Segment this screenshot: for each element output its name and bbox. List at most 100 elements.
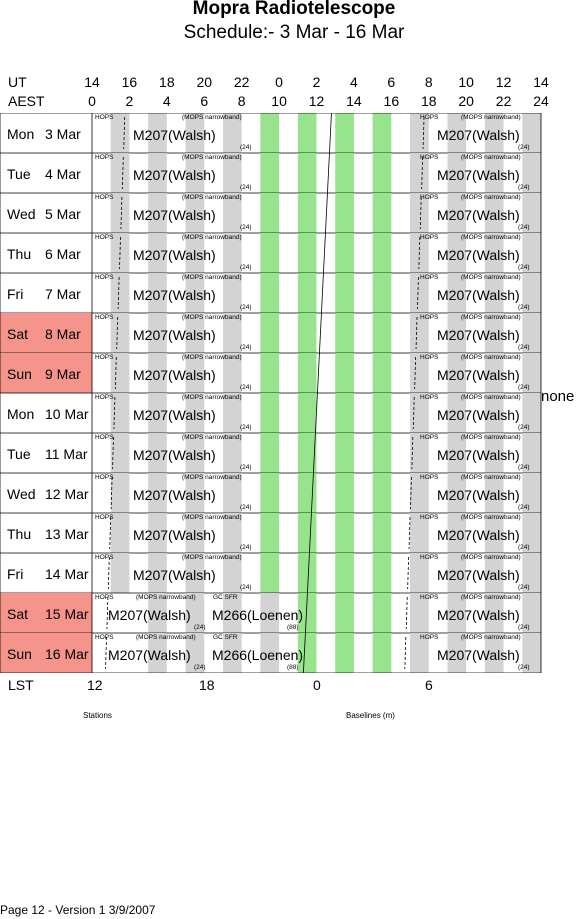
schedule-row: Sun 16 Mar HOPS (MOPS narrowband) M207(Walsh… <box>0 633 588 673</box>
dashed-marker <box>117 276 120 310</box>
green-stripe <box>372 513 392 553</box>
gray-stripe <box>410 393 429 433</box>
gray-stripe <box>410 513 429 553</box>
gray-stripe <box>185 393 205 433</box>
dashed-marker <box>113 396 116 430</box>
gray-stripe <box>522 633 541 673</box>
hops-label: HOPS <box>95 594 114 601</box>
green-stripe <box>260 513 280 553</box>
dashed-marker <box>410 476 412 510</box>
aest-label: AEST <box>8 93 45 109</box>
green-stripe <box>297 113 317 153</box>
page-title: Mopra Radiotelescope <box>192 0 396 19</box>
mops-label: (MOPS narrowband) <box>461 434 521 441</box>
gray-stripe <box>222 433 242 473</box>
gray-stripe <box>522 553 541 593</box>
gray-stripe <box>410 433 429 473</box>
gray-stripe <box>522 113 541 153</box>
gray-stripe <box>110 193 130 233</box>
gray-stripe <box>148 633 167 673</box>
green-stripe <box>372 353 392 393</box>
gray-stripe <box>484 353 504 393</box>
hops-label: HOPS <box>95 194 114 201</box>
dashed-marker <box>109 516 112 550</box>
observation-label: M207(Walsh) <box>108 647 191 663</box>
day-name: Wed <box>7 206 36 222</box>
ut-hour: 20 <box>196 74 213 90</box>
green-stripe <box>297 553 317 593</box>
gray-stripe <box>447 313 467 353</box>
green-stripe <box>372 593 392 633</box>
hops-label: HOPS <box>420 314 439 321</box>
observation-label: M207(Walsh) <box>437 607 520 623</box>
aest-hour: 6 <box>200 93 209 109</box>
observation-label: M207(Walsh) <box>133 367 216 383</box>
gray-stripe <box>110 313 130 353</box>
observation-label: M207(Walsh) <box>437 447 520 463</box>
gray-stripe <box>110 393 130 433</box>
none-label: none <box>541 388 575 405</box>
gray-stripe <box>185 633 205 673</box>
green-stripe <box>372 393 392 433</box>
hops-label: HOPS <box>420 114 439 121</box>
array-count: (24) <box>518 144 530 151</box>
gray-stripe <box>484 433 504 473</box>
green-stripe <box>260 233 280 273</box>
gray-stripe <box>447 153 467 193</box>
dashed-marker <box>411 436 414 470</box>
array-count: (24) <box>240 344 252 351</box>
gray-stripe <box>222 193 242 233</box>
gray-stripe <box>410 633 429 673</box>
day-cell: Wed 12 Mar <box>0 473 92 513</box>
gray-stripe <box>185 513 205 553</box>
mops-label: (MOPS narrowband) <box>461 274 521 281</box>
day-name: Tue <box>7 166 31 182</box>
array-count: (24) <box>518 304 530 311</box>
gray-stripe <box>222 313 242 353</box>
day-cell: Fri 14 Mar <box>0 553 92 593</box>
schedule-row: Mon 10 Mar HOPS (MOPS narrowband) M207(Walsh… <box>0 393 588 433</box>
array-count: (24) <box>518 424 530 431</box>
gray-stripe <box>222 233 242 273</box>
gray-stripe <box>410 273 429 313</box>
gray-stripe <box>447 393 467 433</box>
gray-stripe <box>222 153 242 193</box>
mops-label: (MOPS narrowband) <box>461 194 521 201</box>
schedule-row: Sat 15 Mar HOPS (MOPS narrowband) M207(Walsh… <box>0 593 588 633</box>
array-count: (24) <box>518 584 530 591</box>
day-date: 13 Mar <box>45 526 89 542</box>
gray-stripe <box>410 473 429 513</box>
mops-label: (MOPS narrowband) <box>461 514 521 521</box>
observation-label: M207(Walsh) <box>437 167 520 183</box>
observation-label: M207(Walsh) <box>133 407 216 423</box>
gray-stripe <box>185 593 205 633</box>
green-stripe <box>372 273 392 313</box>
gray-stripe <box>148 153 167 193</box>
dashed-marker <box>106 596 109 630</box>
aest-hour: 18 <box>420 93 437 109</box>
array-count: (24) <box>240 384 252 391</box>
dashed-marker <box>404 636 407 670</box>
dashed-marker <box>415 316 418 350</box>
green-stripe <box>297 313 317 353</box>
observation-label: M207(Walsh) <box>437 367 520 383</box>
green-stripe <box>297 633 317 673</box>
hops-label: HOPS <box>95 154 114 161</box>
mops-label: (MOPS narrowband) <box>461 234 521 241</box>
gray-stripe <box>185 313 205 353</box>
gray-stripe <box>148 353 167 393</box>
green-stripe <box>372 313 392 353</box>
hops-label: HOPS <box>420 194 439 201</box>
observation-label: M266(Loenen) <box>212 607 304 623</box>
schedule-row: Fri 14 Mar HOPS (MOPS narrowband) M207(Walsh… <box>0 553 588 593</box>
observation-label: M207(Walsh) <box>437 407 520 423</box>
day-cell: Sat 15 Mar <box>0 593 92 633</box>
ut-hour: 18 <box>159 74 175 90</box>
observation-label: M207(Walsh) <box>437 247 520 263</box>
day-date: 5 Mar <box>45 206 81 222</box>
array-count: (24) <box>194 624 206 631</box>
gray-stripe <box>260 593 280 633</box>
hops-label: HOPS <box>95 274 114 281</box>
observation-label: M207(Walsh) <box>437 487 520 503</box>
gray-stripe <box>522 593 541 633</box>
